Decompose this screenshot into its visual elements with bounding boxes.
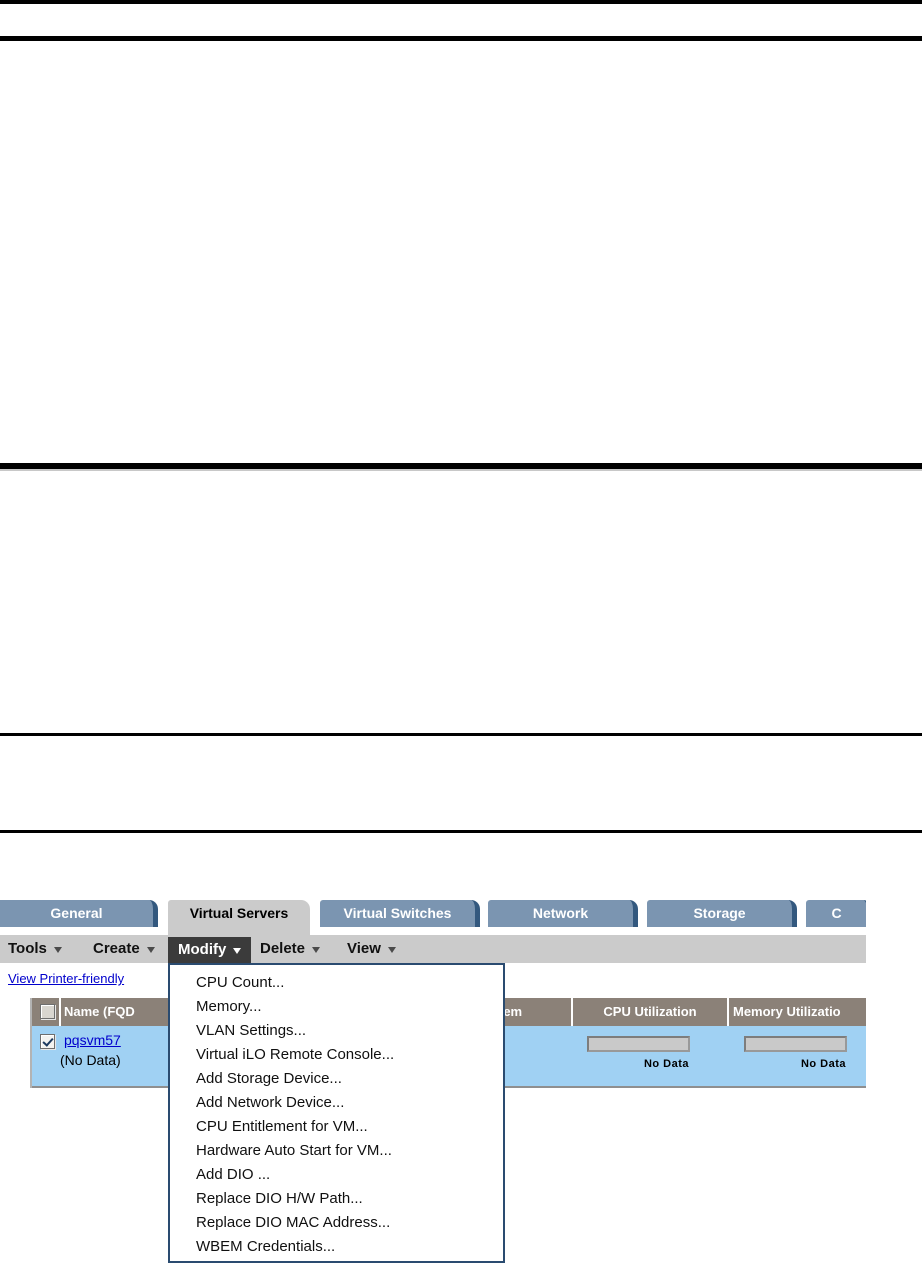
horizontal-rule-top <box>0 0 922 4</box>
menu-item-replace-dio-mac-address[interactable]: Replace DIO MAC Address... <box>196 1214 391 1231</box>
row-checkbox[interactable] <box>40 1034 55 1049</box>
menu-modify-open[interactable]: Modify <box>168 937 252 963</box>
menu-tools-label: Tools <box>8 940 47 957</box>
menu-create-label: Create <box>93 940 140 957</box>
tab-general[interactable]: General <box>0 900 158 927</box>
menu-item-cpu-entitlement[interactable]: CPU Entitlement for VM... <box>196 1118 368 1135</box>
menu-tools[interactable]: Tools <box>8 935 62 963</box>
chevron-down-icon <box>387 947 396 953</box>
virtual-server-status: (No Data) <box>60 1052 121 1068</box>
modify-dropdown-menu: CPU Count... Memory... VLAN Settings... … <box>168 963 505 1263</box>
menu-delete[interactable]: Delete <box>260 935 321 963</box>
select-all-checkbox[interactable] <box>40 1004 55 1019</box>
tab-virtual-switches[interactable]: Virtual Switches <box>320 900 480 927</box>
menu-create[interactable]: Create <box>93 935 155 963</box>
horizontal-rule-4 <box>0 733 922 736</box>
menu-delete-label: Delete <box>260 940 306 957</box>
horizontal-rule-5 <box>0 830 922 833</box>
column-divider <box>59 998 61 1026</box>
menubar: Tools Create Modify Delete View <box>0 935 866 963</box>
tab-network[interactable]: Network <box>488 900 638 927</box>
chevron-down-icon <box>53 947 62 953</box>
menu-modify-label: Modify <box>178 941 227 958</box>
memory-utilization-value: No Data <box>800 1058 846 1070</box>
virtual-server-link[interactable]: pqsvm57 <box>64 1032 121 1048</box>
menu-item-vlan-settings[interactable]: VLAN Settings... <box>196 1022 307 1039</box>
tab-storage[interactable]: Storage <box>647 900 797 927</box>
tab-virtual-servers[interactable]: Virtual Servers <box>168 900 310 935</box>
menu-item-add-dio[interactable]: Add DIO ... <box>196 1166 271 1183</box>
horizontal-rule-2 <box>0 36 922 41</box>
menu-item-cpu-count[interactable]: CPU Count... <box>196 974 285 991</box>
column-header-cpu-utilization: CPU Utilization <box>603 1004 697 1019</box>
menu-item-wbem-credentials[interactable]: WBEM Credentials... <box>196 1238 336 1255</box>
vm-manager-screenshot: General Virtual Servers Virtual Switches… <box>0 900 866 1264</box>
column-header-name: Name (FQD <box>64 1004 135 1019</box>
menu-item-memory[interactable]: Memory... <box>196 998 262 1015</box>
memory-utilization-gauge <box>744 1036 847 1052</box>
menu-item-add-network-device[interactable]: Add Network Device... <box>196 1094 345 1111</box>
tab-c-truncated[interactable]: C <box>806 900 866 927</box>
menu-view[interactable]: View <box>347 935 396 963</box>
tab-strip: General Virtual Servers Virtual Switches… <box>0 900 866 935</box>
cpu-utilization-gauge <box>587 1036 690 1052</box>
chevron-down-icon <box>312 947 321 953</box>
chevron-down-icon <box>233 948 242 954</box>
column-header-memory-utilization: Memory Utilizatio <box>733 1004 841 1019</box>
cpu-utilization-value: No Data <box>643 1058 689 1070</box>
menu-item-hardware-auto-start[interactable]: Hardware Auto Start for VM... <box>196 1142 392 1159</box>
column-divider <box>571 998 573 1026</box>
column-divider <box>727 998 729 1026</box>
horizontal-rule-3 <box>0 463 922 469</box>
printer-friendly-link[interactable]: View Printer-friendly <box>8 971 125 986</box>
menu-item-virtual-ilo-remote-console[interactable]: Virtual iLO Remote Console... <box>196 1046 395 1063</box>
menu-item-add-storage-device[interactable]: Add Storage Device... <box>196 1070 342 1087</box>
chevron-down-icon <box>146 947 155 953</box>
menu-view-label: View <box>347 940 381 957</box>
menu-item-replace-dio-hw-path[interactable]: Replace DIO H/W Path... <box>196 1190 363 1207</box>
